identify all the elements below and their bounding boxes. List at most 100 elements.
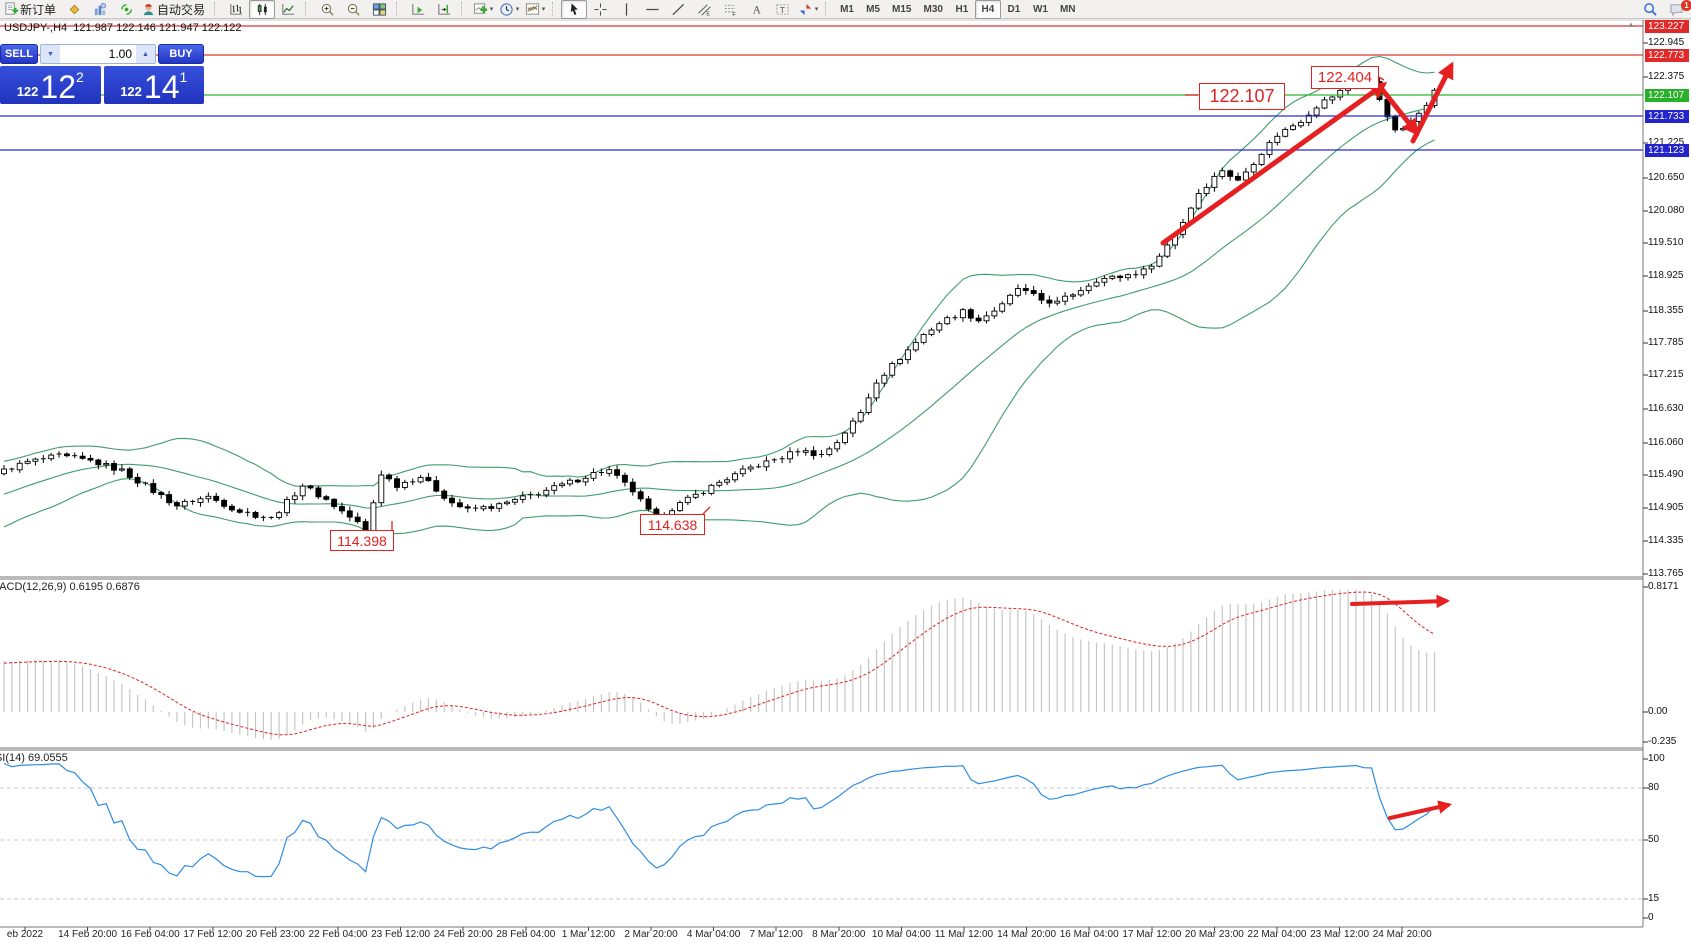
channel-button[interactable]: E bbox=[691, 0, 717, 19]
volume-input[interactable] bbox=[60, 45, 136, 63]
price-badge: 121.123 bbox=[1645, 143, 1689, 157]
price-badge: 122.107 bbox=[1645, 88, 1689, 102]
indicators-icon bbox=[473, 2, 488, 17]
search-button[interactable] bbox=[1637, 0, 1663, 19]
annotation-connectors bbox=[391, 75, 1385, 530]
axis-tick-label: 100 bbox=[1648, 753, 1665, 764]
dropdown-caret-icon: ▾ bbox=[515, 6, 520, 13]
tile-windows-button[interactable] bbox=[366, 0, 392, 19]
notification-badge: 1 bbox=[1681, 0, 1691, 11]
timeframe-D1-button[interactable]: D1 bbox=[1001, 0, 1027, 19]
text-button[interactable]: A bbox=[743, 0, 769, 19]
price-annotation[interactable]: 122.404 bbox=[1311, 66, 1379, 89]
templates-button[interactable]: ▾ bbox=[522, 0, 548, 19]
sell-price-small: 122 bbox=[16, 84, 39, 99]
periods-button[interactable]: ▾ bbox=[496, 0, 522, 19]
chart-scroll-marker[interactable]: ▲ bbox=[1627, 20, 1635, 29]
timeframe-M5-button[interactable]: M5 bbox=[860, 0, 886, 19]
candlestick-button[interactable] bbox=[249, 0, 276, 19]
candles bbox=[1, 73, 1438, 538]
signals-button[interactable] bbox=[113, 0, 139, 19]
trendline-button[interactable] bbox=[665, 0, 691, 19]
axis-tick-label: 115.490 bbox=[1648, 469, 1684, 480]
timeframe-label: H4 bbox=[981, 3, 995, 15]
axis-tick-label: 0.8171 bbox=[1648, 581, 1679, 592]
timeframe-W1-button[interactable]: W1 bbox=[1027, 0, 1054, 19]
axis-tick-label: 119.510 bbox=[1648, 237, 1684, 248]
timeframe-M15-button[interactable]: M15 bbox=[886, 0, 917, 19]
timeframe-label: W1 bbox=[1032, 3, 1048, 15]
buy-price[interactable]: 122 14 1 bbox=[103, 66, 204, 104]
arrows-button[interactable]: ▾ bbox=[795, 0, 821, 19]
notifications-button[interactable]: 1 bbox=[1663, 0, 1691, 19]
time-axis-label: eb 2022 bbox=[6, 929, 44, 940]
crosshair-button[interactable] bbox=[587, 0, 613, 19]
new-order-button[interactable]: 新订单 bbox=[2, 0, 61, 19]
buy-button[interactable]: BUY bbox=[158, 44, 204, 64]
zoom-in-icon bbox=[320, 2, 335, 17]
toolbar-separator bbox=[461, 2, 467, 16]
text-icon: A bbox=[749, 2, 764, 17]
chart-symbol-header: USDJPY-,H4 121.987 122.146 121.947 122.1… bbox=[4, 22, 242, 34]
axis-tick-label: 80 bbox=[1648, 782, 1660, 793]
arrows-icon bbox=[798, 2, 813, 17]
timeframe-H1-button[interactable]: H1 bbox=[949, 0, 975, 19]
vline-button[interactable] bbox=[613, 0, 639, 19]
cursor-button[interactable] bbox=[561, 0, 588, 19]
cursor-icon bbox=[567, 2, 582, 17]
time-axis-label: 22 Mar 04:00 bbox=[1247, 929, 1307, 940]
price-axis[interactable]: 122.945 122.375 121.225 120.650 120.080 119.5… bbox=[1644, 0, 1691, 942]
volume-decrease-button[interactable]: ▼ bbox=[41, 45, 60, 63]
price-annotation[interactable]: 114.398 bbox=[330, 530, 394, 551]
time-axis[interactable]: eb 2022 14 Feb 20:00 16 Feb 04:00 17 Feb 12… bbox=[0, 929, 1691, 942]
line-chart-button[interactable] bbox=[275, 0, 301, 19]
axis-tick-label: 117.215 bbox=[1648, 369, 1684, 380]
auto-scroll-button[interactable] bbox=[405, 0, 431, 19]
time-axis-label: 14 Feb 20:00 bbox=[58, 929, 118, 940]
price-badge: 122.773 bbox=[1645, 48, 1689, 62]
timeframe-M1-button[interactable]: M1 bbox=[834, 0, 860, 19]
channel-icon: E bbox=[697, 2, 712, 17]
buy-price-small: 122 bbox=[120, 84, 142, 99]
chart-shift-button[interactable] bbox=[431, 0, 457, 19]
trade-panel-top-row: SELL ▼ ▲ BUY bbox=[0, 44, 204, 64]
trade-panel-prices: 122 12 2 122 14 1 bbox=[0, 66, 204, 104]
price-annotation[interactable]: 122.107 bbox=[1199, 83, 1285, 110]
crosshair-icon bbox=[593, 2, 608, 17]
sell-price[interactable]: 122 12 2 bbox=[0, 66, 101, 104]
timeframe-H4-button[interactable]: H4 bbox=[974, 0, 1001, 19]
label-button[interactable]: T bbox=[769, 0, 795, 19]
timeframe-MN-button[interactable]: MN bbox=[1054, 0, 1082, 19]
auto-trading-button[interactable]: 自动交易 bbox=[139, 0, 210, 19]
rsi-panel bbox=[0, 762, 1643, 900]
price-annotation[interactable]: 114.638 bbox=[640, 514, 705, 535]
zoom-in-button[interactable] bbox=[314, 0, 340, 19]
time-axis-label: 7 Mar 12:00 bbox=[749, 929, 803, 940]
fibonacci-button[interactable]: F bbox=[717, 0, 743, 19]
trendline-icon bbox=[671, 2, 686, 17]
panel-frame bbox=[0, 19, 1691, 931]
candlestick-icon bbox=[255, 2, 270, 17]
time-axis-label: 17 Mar 12:00 bbox=[1122, 929, 1182, 940]
time-axis-label: 20 Mar 23:00 bbox=[1184, 929, 1244, 940]
volume-increase-button[interactable]: ▲ bbox=[136, 45, 155, 63]
indicators-button[interactable]: ▾ bbox=[470, 0, 496, 19]
horizontal-level-lines bbox=[0, 25, 1643, 151]
quotes-button[interactable] bbox=[61, 0, 87, 19]
time-axis-label: 22 Feb 04:00 bbox=[308, 929, 368, 940]
timeframe-label: M30 bbox=[923, 3, 943, 15]
toolbar-separator bbox=[396, 2, 402, 16]
label-icon: T bbox=[775, 2, 790, 17]
timeframe-M30-button[interactable]: M30 bbox=[917, 0, 948, 19]
bar-chart-button[interactable] bbox=[223, 0, 249, 19]
zoom-out-button[interactable] bbox=[340, 0, 366, 19]
auto-trading-icon bbox=[141, 2, 156, 17]
sell-button[interactable]: SELL bbox=[0, 44, 38, 64]
market-watch-button[interactable] bbox=[87, 0, 113, 19]
time-axis-label: 24 Feb 20:00 bbox=[433, 929, 493, 940]
axis-tick-label: 116.060 bbox=[1648, 437, 1684, 448]
hline-button[interactable] bbox=[639, 0, 665, 19]
time-axis-label: 17 Feb 12:00 bbox=[183, 929, 243, 940]
axis-tick-label: 120.650 bbox=[1648, 172, 1685, 183]
